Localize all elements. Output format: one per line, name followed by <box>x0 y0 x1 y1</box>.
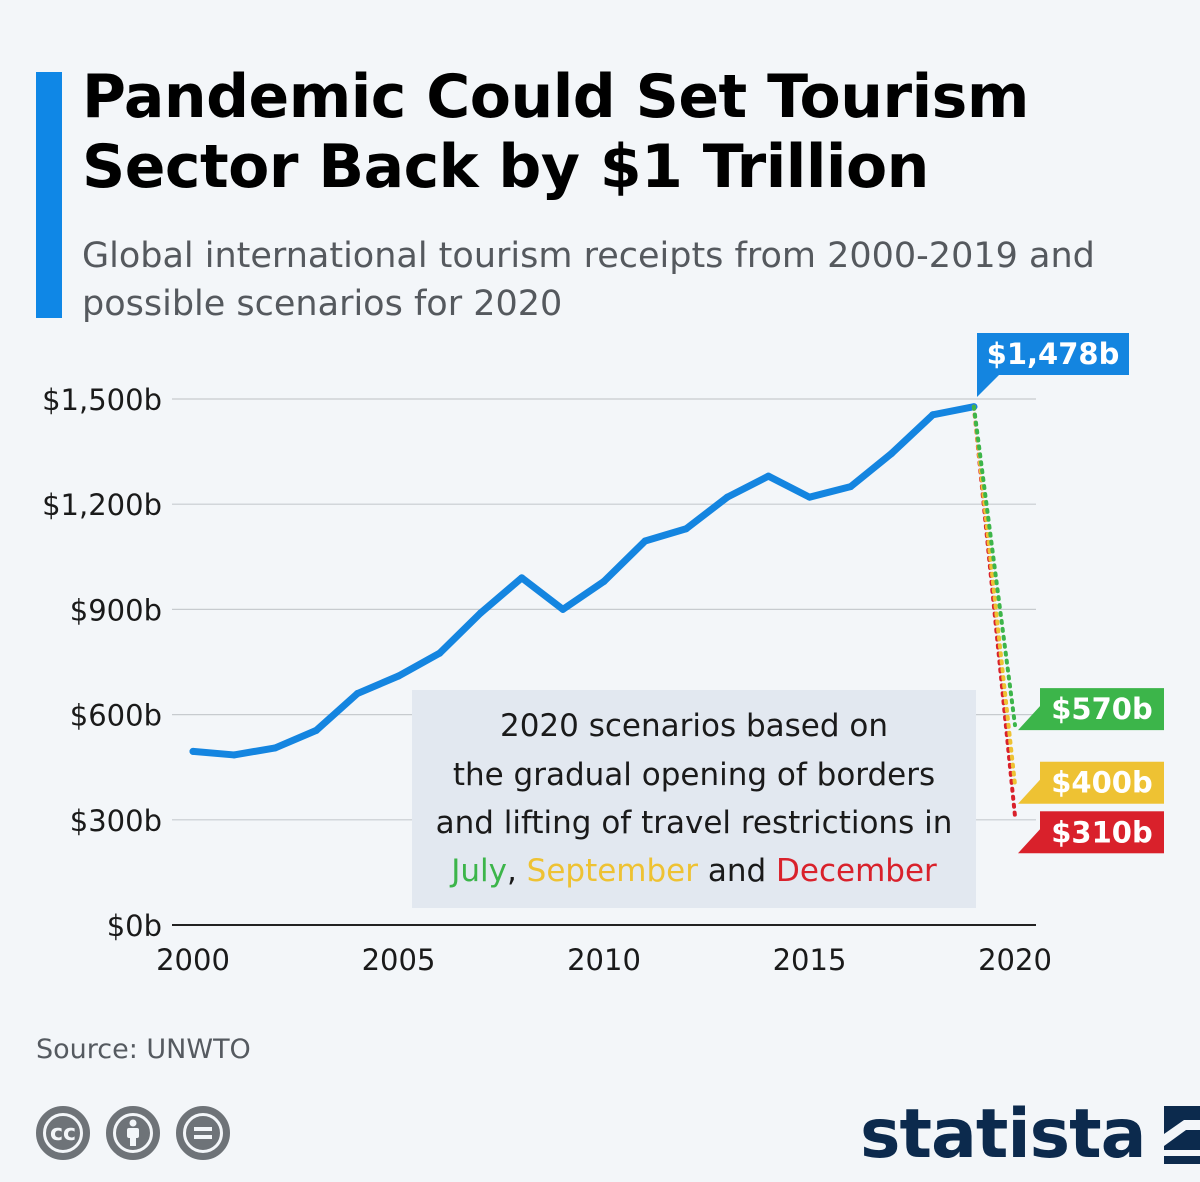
scenario-label-pointer <box>1018 779 1040 804</box>
scenario-label-pointer <box>1018 829 1040 854</box>
data-point <box>436 649 444 657</box>
data-point <box>353 690 361 698</box>
data-point <box>230 751 238 759</box>
note-line-3: and lifting of travel restrictions in <box>436 805 953 841</box>
note-december: December <box>776 853 937 889</box>
y-tick-label: $600b <box>70 699 162 733</box>
scenario-label-september: $400b <box>1051 766 1152 800</box>
page-title: Pandemic Could Set Tourism Sector Back b… <box>82 62 1029 202</box>
scenario-label-pointer <box>1018 706 1040 731</box>
peak-value-label: $1,478b <box>987 337 1120 371</box>
cc-icon[interactable]: cc <box>36 1106 90 1160</box>
x-tick-label: 2020 <box>978 943 1052 977</box>
nd-icon[interactable] <box>176 1106 230 1160</box>
scenario-note-box <box>412 690 976 908</box>
data-point <box>929 411 937 419</box>
data-point <box>477 609 485 617</box>
y-tick-label: $1,500b <box>42 383 162 417</box>
logo-wordmark: statista <box>860 1095 1147 1174</box>
data-point <box>600 577 608 585</box>
peak-label-pointer <box>977 375 999 397</box>
y-tick-label: $1,200b <box>42 488 162 522</box>
note-line-2: the gradual opening of borders <box>453 757 935 793</box>
data-point <box>518 574 526 582</box>
data-point <box>806 493 813 501</box>
data-point <box>641 537 649 545</box>
scenario-label-bg <box>1040 761 1164 804</box>
license-icons: cc <box>36 1106 230 1160</box>
note-line-1: 2020 scenarios based on <box>500 708 888 744</box>
scenario-line-july <box>971 404 1017 728</box>
scenario-label-bg <box>1040 688 1164 731</box>
y-tick-label: $300b <box>70 804 162 838</box>
scenario-label-bg <box>1040 811 1164 854</box>
series-line <box>189 403 978 759</box>
title-accent-bar <box>36 72 62 318</box>
note-line-4: July, September and December <box>449 853 937 889</box>
note-july: July <box>449 853 507 889</box>
data-point <box>888 449 896 457</box>
x-tick-label: 2010 <box>567 943 641 977</box>
note-separator: , <box>507 853 527 889</box>
data-point <box>189 747 197 755</box>
data-point <box>723 493 731 501</box>
data-point <box>764 472 772 480</box>
data-point <box>847 483 855 491</box>
note-and: and <box>698 853 776 889</box>
x-tick-label: 2000 <box>156 943 230 977</box>
data-point <box>271 744 279 752</box>
by-icon[interactable] <box>106 1106 160 1160</box>
data-point <box>682 525 690 533</box>
data-point <box>395 672 402 680</box>
statista-logo[interactable]: statista <box>860 1100 1200 1170</box>
scenario-label-july: $570b <box>1051 692 1152 726</box>
source-note: Source: UNWTO <box>36 1034 251 1065</box>
x-tick-label: 2005 <box>362 943 436 977</box>
scenario-label-december: $310b <box>1051 815 1152 849</box>
data-point <box>312 726 320 734</box>
data-point <box>559 605 567 613</box>
statista-logo-icon <box>1163 1106 1200 1164</box>
scenario-line-december <box>971 404 1017 819</box>
peak-label-bg <box>977 333 1129 375</box>
x-tick-label: 2015 <box>773 943 847 977</box>
page-subtitle: Global international tourism receipts fr… <box>82 236 1095 324</box>
y-tick-label: $0b <box>107 909 162 943</box>
note-september: September <box>527 853 699 889</box>
y-tick-label: $900b <box>70 593 162 627</box>
